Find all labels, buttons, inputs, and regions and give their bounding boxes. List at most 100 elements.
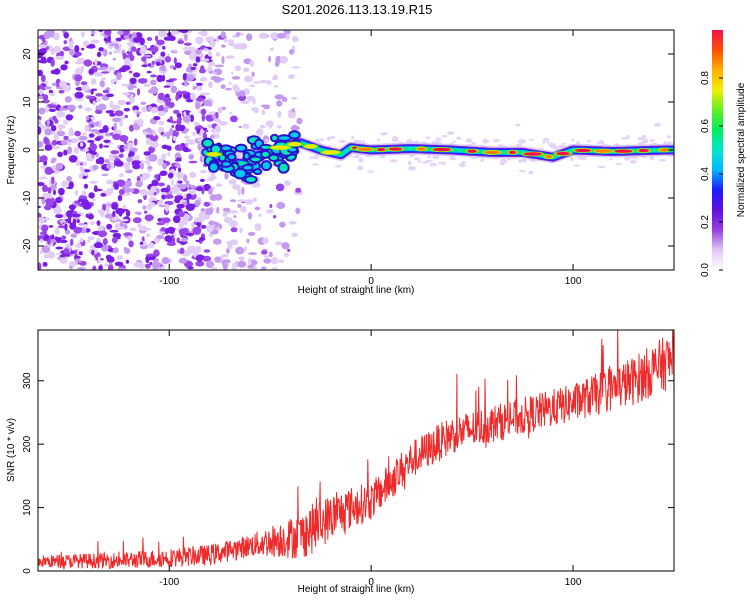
noise-blob bbox=[108, 153, 117, 161]
y-tick-label: 100 bbox=[22, 499, 33, 516]
noise-blob bbox=[148, 154, 158, 162]
noise-blob bbox=[47, 251, 55, 259]
snr-frame bbox=[37, 329, 675, 572]
noise-blob bbox=[281, 242, 290, 250]
noise-blob bbox=[101, 244, 109, 252]
y-tick-label: 0 bbox=[22, 568, 33, 574]
noise-blob bbox=[87, 239, 91, 243]
noise-blob bbox=[103, 139, 111, 143]
noise-blob bbox=[136, 88, 141, 96]
noise-blob bbox=[181, 237, 188, 242]
noise-blob bbox=[209, 135, 215, 139]
noise-blob bbox=[86, 96, 96, 100]
noise-blob bbox=[182, 73, 187, 81]
noise-blob bbox=[131, 46, 137, 52]
noise-blob bbox=[173, 49, 177, 52]
noise-blob bbox=[78, 135, 88, 141]
noise-blob bbox=[162, 97, 172, 103]
noise-blob bbox=[39, 88, 44, 96]
noise-blob bbox=[227, 243, 233, 250]
signal-hotspot bbox=[357, 147, 373, 151]
noise-blob bbox=[75, 160, 81, 166]
noise-blob bbox=[115, 208, 125, 215]
noise-blob bbox=[288, 221, 297, 225]
noise-blob bbox=[229, 115, 238, 123]
noise-blob bbox=[134, 138, 138, 146]
noise-blob bbox=[78, 173, 84, 179]
noise-blob bbox=[88, 68, 95, 75]
noise-blob bbox=[261, 266, 267, 270]
noise-blob bbox=[151, 60, 155, 65]
noise-blob bbox=[67, 104, 76, 111]
noise-blob bbox=[121, 65, 131, 71]
noise-blob bbox=[49, 239, 56, 243]
signal-hotspot bbox=[659, 148, 669, 152]
noise-blob bbox=[61, 235, 67, 240]
noise-blob bbox=[140, 162, 144, 170]
noise-blob bbox=[233, 44, 237, 49]
noise-blob bbox=[38, 44, 48, 49]
noise-blob bbox=[168, 172, 174, 179]
noise-blob bbox=[528, 138, 534, 141]
noise-blob bbox=[117, 267, 127, 270]
noise-blob bbox=[86, 45, 96, 49]
noise-blob bbox=[166, 131, 170, 140]
noise-blob bbox=[42, 192, 50, 198]
noise-blob bbox=[180, 199, 188, 203]
colorbar-tick-label: 0.8 bbox=[700, 71, 711, 85]
noise-blob bbox=[207, 61, 216, 67]
signal-hotspot bbox=[545, 154, 553, 159]
noise-blob bbox=[162, 133, 167, 137]
noise-blob bbox=[73, 249, 78, 254]
noise-blob bbox=[206, 178, 215, 182]
noise-blob bbox=[253, 108, 259, 114]
noise-blob bbox=[74, 190, 79, 197]
noise-blob bbox=[95, 93, 103, 97]
noise-blob bbox=[170, 85, 178, 94]
noise-blob bbox=[104, 30, 112, 36]
noise-blob bbox=[187, 142, 196, 145]
noise-blob bbox=[145, 134, 152, 139]
noise-blob bbox=[98, 265, 103, 270]
noise-blob bbox=[168, 78, 178, 81]
noise-blob bbox=[195, 36, 204, 45]
noise-blob bbox=[128, 240, 134, 248]
noise-blob bbox=[63, 84, 72, 92]
noise-blob bbox=[214, 64, 224, 68]
noise-blob bbox=[158, 120, 165, 126]
noise-blob bbox=[158, 56, 164, 60]
noise-blob bbox=[39, 155, 48, 163]
noise-blob bbox=[126, 157, 133, 163]
noise-blob bbox=[137, 118, 144, 127]
noise-blob bbox=[39, 249, 43, 255]
noise-blob bbox=[243, 67, 250, 73]
noise-blob bbox=[165, 228, 169, 235]
noise-blob bbox=[185, 139, 195, 143]
noise-blob bbox=[63, 248, 70, 255]
noise-blob bbox=[90, 89, 94, 95]
noise-blob bbox=[161, 64, 166, 72]
noise-blob bbox=[562, 142, 566, 145]
noise-blob bbox=[102, 203, 107, 212]
x-tick-label: 0 bbox=[368, 577, 374, 588]
noise-blob bbox=[225, 248, 230, 254]
noise-blob bbox=[89, 143, 98, 151]
noise-blob bbox=[54, 118, 59, 124]
noise-blob bbox=[90, 78, 97, 85]
noise-blob bbox=[227, 39, 235, 44]
noise-blob bbox=[53, 45, 61, 54]
colorbar-ticks: 0.0 0.2 0.4 0.6 0.8 bbox=[700, 71, 723, 277]
noise-blob bbox=[110, 150, 120, 155]
noise-blob bbox=[94, 121, 100, 127]
noise-blob bbox=[189, 114, 194, 123]
noise-blob bbox=[93, 242, 104, 249]
noise-blob bbox=[138, 78, 148, 84]
noise-blob bbox=[51, 82, 57, 86]
noise-blob bbox=[142, 205, 147, 210]
signal-blob bbox=[235, 169, 246, 178]
noise-blob bbox=[203, 202, 209, 207]
noise-blob bbox=[107, 35, 111, 43]
noise-blob bbox=[149, 134, 159, 142]
noise-blob bbox=[185, 232, 195, 236]
noise-blob bbox=[173, 109, 180, 114]
